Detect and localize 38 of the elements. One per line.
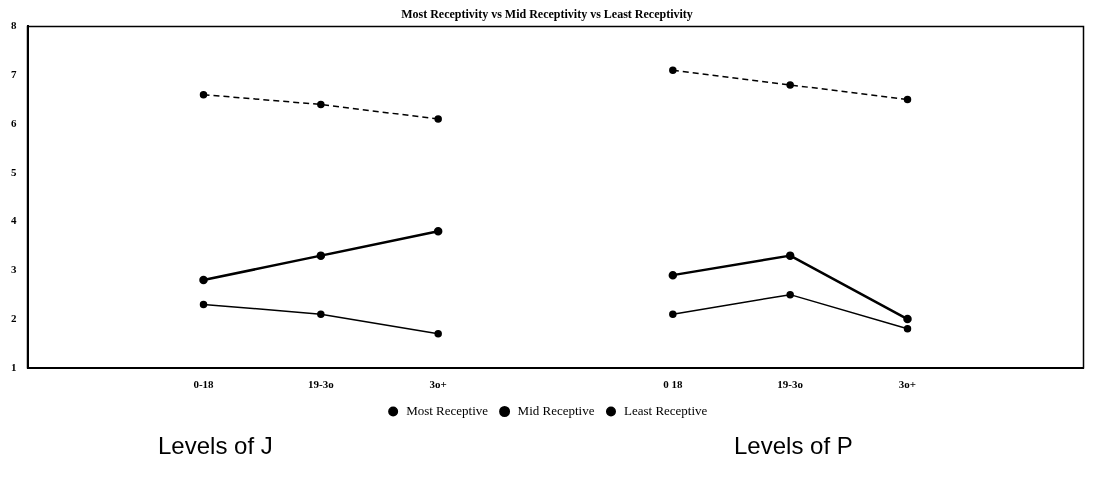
point [786, 81, 794, 89]
point [434, 329, 442, 338]
point [785, 251, 795, 260]
point [669, 310, 677, 318]
y-tick-label: 2 [11, 311, 17, 324]
y-tick-label: 4 [11, 214, 17, 227]
x-tick-label: 19-3o [777, 378, 804, 391]
point [434, 115, 442, 123]
y-tick-label: 3 [11, 263, 17, 276]
chart-title: Most Receptivity vs Mid Receptivity vs Least Receptivity [401, 7, 693, 22]
point [317, 100, 325, 109]
text: Levels of P [733, 432, 854, 460]
x-tick-label: 3o+ [429, 378, 447, 391]
x-tick-label: 3o+ [898, 378, 917, 391]
legend-label: Least Receptive [623, 402, 708, 418]
y-tick-label: 7 [11, 68, 17, 81]
x-tick-label: 0 18 [663, 378, 683, 391]
point [433, 226, 443, 236]
point [669, 66, 677, 75]
x-tick-label: 0-18 [193, 378, 215, 391]
y-tick-label: 1 [11, 360, 17, 373]
y-tick-label: 6 [11, 116, 17, 129]
point [903, 314, 912, 324]
text: Levels of J [157, 432, 274, 460]
point [317, 310, 325, 318]
point [786, 290, 794, 299]
point [903, 95, 912, 104]
point [199, 275, 208, 285]
y-tick-label: 5 [11, 165, 17, 178]
point [668, 270, 678, 280]
y-tick-label: 8 [11, 19, 17, 32]
point [903, 325, 912, 333]
point [199, 90, 208, 99]
legend-label: Most Receptive [406, 402, 489, 418]
x-tick-label: 19-3o [308, 378, 335, 391]
point [316, 251, 326, 260]
legend-label: Mid Receptive [517, 402, 595, 418]
point [199, 300, 208, 309]
